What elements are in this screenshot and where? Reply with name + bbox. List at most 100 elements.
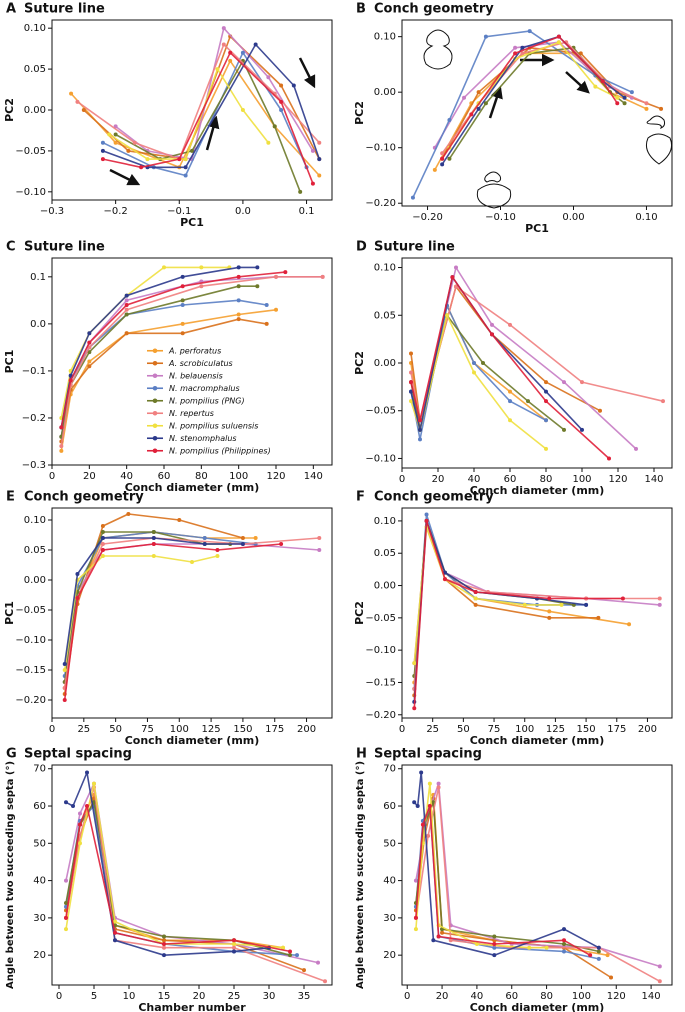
data-point: [513, 45, 518, 50]
x-tick-label: −0.3: [40, 206, 64, 217]
data-point: [180, 331, 185, 336]
data-point: [240, 542, 245, 546]
y-tick-label: 0.05: [24, 545, 46, 556]
legend-swatch: [152, 385, 158, 391]
data-point: [78, 841, 82, 846]
data-point: [596, 615, 601, 620]
series-line: [102, 43, 321, 169]
data-point: [264, 321, 269, 326]
legend-swatch: [152, 435, 158, 441]
data-point: [100, 157, 105, 162]
data-point: [279, 542, 284, 546]
y-axis-label: Angle between two succeeding septa (°): [355, 761, 366, 989]
y-tick-label: 0.10: [24, 515, 46, 526]
data-point: [427, 804, 432, 809]
data-point: [78, 811, 82, 816]
data-point: [124, 307, 129, 312]
data-point: [657, 964, 662, 969]
data-point: [236, 317, 241, 322]
plot-area: [412, 512, 662, 711]
x-tick-label: 20: [432, 474, 445, 485]
data-point: [81, 108, 86, 112]
panel-title: Suture line: [24, 240, 105, 255]
series-line: [60, 299, 267, 437]
data-point: [162, 938, 166, 943]
data-point: [317, 157, 322, 162]
series-line: [63, 531, 231, 683]
data-point: [288, 949, 292, 954]
data-point: [440, 156, 445, 161]
series-line: [413, 520, 623, 709]
data-point: [199, 284, 204, 289]
data-point: [162, 941, 166, 946]
data-point: [283, 270, 288, 275]
data-point: [288, 953, 292, 958]
arrow: [565, 71, 590, 94]
data-point: [440, 930, 445, 935]
legend-label: N. repertus: [169, 409, 214, 418]
data-point: [78, 822, 82, 827]
data-point: [474, 941, 479, 946]
y-axis-label: PC1: [3, 601, 16, 625]
panel-label: G: [6, 747, 17, 762]
legend-swatch: [152, 410, 158, 416]
data-point: [151, 542, 156, 546]
legend-label: N. macromphalus: [169, 384, 240, 393]
data-point: [183, 165, 188, 170]
x-tick-label: 25: [228, 991, 241, 1002]
plot-frame: [51, 764, 333, 986]
series-line: [63, 543, 282, 701]
data-point: [544, 389, 548, 394]
data-point: [236, 298, 241, 303]
data-point: [240, 50, 245, 55]
y-tick-label: 0.1: [30, 272, 46, 283]
data-point: [64, 800, 68, 805]
y-tick-label: 0.05: [374, 310, 396, 321]
x-axis-label: Conch diameter (mm): [470, 484, 605, 497]
data-point: [180, 274, 185, 279]
data-point: [661, 399, 665, 404]
plot-frame: [51, 257, 333, 466]
data-point: [527, 29, 532, 34]
series-line: [115, 27, 314, 160]
x-tick-label: 60: [504, 474, 517, 485]
data-point: [177, 518, 182, 522]
y-tick-label: 0.10: [374, 516, 396, 527]
data-point: [492, 953, 497, 958]
x-tick-label: 120: [608, 474, 627, 485]
data-point: [562, 949, 566, 954]
data-point: [436, 781, 441, 786]
data-point: [151, 536, 156, 540]
x-tick-label: 0.1: [299, 206, 315, 217]
data-point: [447, 117, 452, 122]
data-point: [100, 548, 105, 552]
data-point: [68, 378, 73, 383]
x-tick-label: 0: [404, 991, 410, 1002]
data-point: [291, 83, 296, 88]
data-point: [183, 173, 188, 178]
data-point: [445, 313, 449, 318]
y-tick-label: 0.10: [374, 263, 396, 274]
panel-title: Septal spacing: [24, 747, 132, 762]
y-tick-label: 50: [383, 838, 396, 849]
data-point: [264, 303, 269, 308]
data-point: [132, 140, 137, 145]
panel-label: B: [356, 2, 366, 17]
x-tick-label: 120: [607, 991, 626, 1002]
data-point: [483, 34, 488, 39]
series-line: [410, 266, 637, 450]
data-point: [59, 448, 64, 453]
y-tick-label: 0.05: [374, 548, 396, 559]
y-tick-label: 0.0: [30, 319, 46, 330]
series-line: [413, 520, 599, 696]
data-point: [75, 572, 80, 576]
data-point: [215, 554, 220, 558]
data-point: [544, 945, 549, 950]
data-point: [236, 284, 241, 289]
arrow: [205, 115, 220, 151]
legend-swatch: [152, 423, 158, 429]
panel-label: F: [356, 490, 365, 505]
data-point: [162, 953, 166, 958]
shell-icon: [476, 171, 512, 209]
x-tick-label: 75: [141, 724, 154, 735]
